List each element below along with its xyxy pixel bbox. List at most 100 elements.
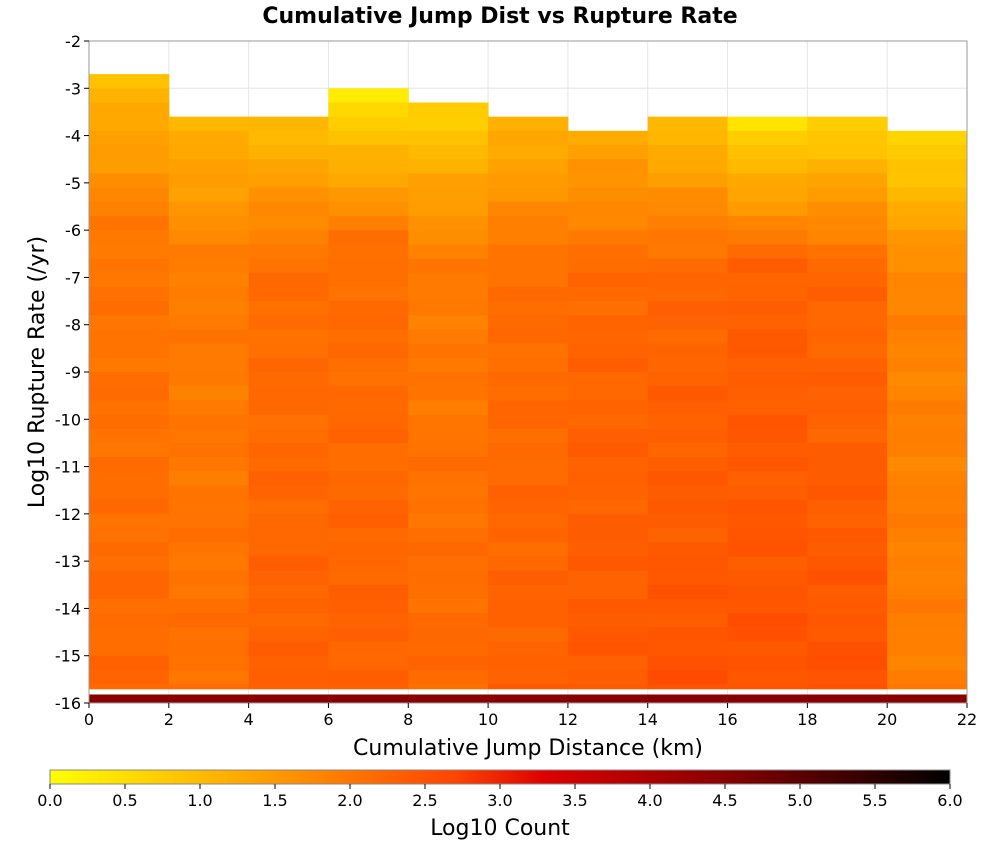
heatmap-cell	[727, 542, 808, 557]
heatmap-cell	[807, 329, 888, 345]
heatmap-cell	[727, 286, 808, 302]
heatmap-cell	[168, 485, 250, 501]
heatmap-cell	[328, 584, 409, 600]
heatmap-cell	[328, 258, 409, 274]
heatmap-cell	[567, 145, 649, 160]
heatmap-cell	[168, 301, 250, 316]
heatmap-cell	[168, 598, 250, 614]
heatmap-cell	[328, 130, 409, 146]
heatmap-cell	[168, 556, 250, 572]
heatmap-cell	[168, 130, 250, 146]
heatmap-cell	[408, 457, 489, 472]
heatmap-cell	[248, 400, 329, 416]
heatmap-cell	[727, 584, 808, 600]
heatmap-cell	[807, 684, 888, 690]
heatmap-cell	[807, 414, 888, 430]
heatmap-cell	[727, 230, 808, 245]
heatmap-cell	[488, 428, 569, 444]
heatmap-cell	[168, 145, 250, 160]
heatmap-cell	[328, 357, 409, 373]
heatmap-cell	[328, 187, 409, 203]
heatmap-cell	[647, 244, 729, 260]
heatmap-cell	[328, 400, 409, 416]
heatmap-cell	[807, 230, 888, 245]
heatmap-cell	[488, 130, 569, 146]
heatmap-cell	[89, 442, 170, 458]
heatmap-cell	[89, 457, 170, 472]
heatmap-cell	[887, 130, 968, 146]
heatmap-cell	[168, 627, 250, 643]
heatmap-cell	[89, 286, 170, 302]
heatmap-cell	[647, 400, 729, 416]
heatmap-cell	[807, 258, 888, 274]
heatmap-cell	[168, 357, 250, 373]
heatmap-cell	[168, 669, 250, 685]
heatmap-cell	[887, 187, 968, 203]
heatmap-cell	[328, 684, 409, 690]
heatmap-cell	[567, 343, 649, 359]
y-tick-label: -11	[55, 458, 81, 477]
heatmap-cell	[89, 215, 170, 231]
heatmap-cell	[887, 442, 968, 458]
heatmap-cell	[887, 215, 968, 231]
heatmap-cell	[567, 272, 649, 288]
heatmap-cell	[168, 471, 250, 486]
heatmap-cell	[168, 442, 250, 458]
heatmap-cell	[567, 258, 649, 274]
heatmap-cell	[887, 329, 968, 345]
heatmap-cell	[248, 655, 329, 671]
y-tick-label: -5	[65, 174, 81, 193]
heatmap-cell	[328, 613, 409, 628]
heatmap-cell	[727, 258, 808, 274]
heatmap-cell	[647, 272, 729, 288]
heatmap-cell	[727, 173, 808, 189]
heatmap-cell	[887, 230, 968, 245]
heatmap-cell	[408, 145, 489, 160]
heatmap-cell	[567, 329, 649, 345]
heatmap-cell	[807, 315, 888, 330]
heatmap-cell	[248, 428, 329, 444]
y-tick-label: -8	[65, 316, 81, 335]
heatmap-cell	[647, 130, 729, 146]
heatmap-cell	[168, 187, 250, 203]
y-tick-label: -10	[55, 410, 81, 429]
heatmap-cell	[887, 570, 968, 586]
heatmap-cell	[168, 272, 250, 288]
heatmap-cell	[807, 556, 888, 572]
heatmap-cell	[647, 513, 729, 529]
x-tick-label: 0	[84, 710, 94, 729]
heatmap-cell	[248, 414, 329, 430]
heatmap-cell	[647, 655, 729, 671]
heatmap-cell	[328, 201, 409, 217]
heatmap-cell	[488, 301, 569, 316]
heatmap-cell	[488, 272, 569, 288]
heatmap-cell	[647, 684, 729, 690]
heatmap-cell	[807, 485, 888, 501]
heatmap-cell	[727, 372, 808, 387]
heatmap-cell	[567, 542, 649, 557]
heatmap-cell	[89, 641, 170, 657]
x-tick-label: 12	[558, 710, 578, 729]
heatmap-cell	[647, 485, 729, 501]
heatmap-cell	[647, 584, 729, 600]
colorbar-tick-label: 2.5	[412, 791, 437, 810]
colorbar-tick-label: 4.0	[637, 791, 662, 810]
heatmap-cell	[89, 528, 170, 543]
heatmap-cell	[567, 528, 649, 543]
heatmap-cell	[328, 513, 409, 529]
heatmap-cell	[168, 400, 250, 416]
heatmap-cell	[408, 201, 489, 217]
heatmap-cell	[488, 457, 569, 472]
heatmap-cell	[727, 400, 808, 416]
x-tick-label: 22	[957, 710, 977, 729]
heatmap-cell	[807, 641, 888, 657]
heatmap-cell	[248, 130, 329, 146]
heatmap-cell	[408, 173, 489, 189]
heatmap-cell	[887, 584, 968, 600]
heatmap-cell	[647, 641, 729, 657]
heatmap-cell	[488, 258, 569, 274]
heatmap-cell	[488, 116, 569, 132]
heatmap-cell	[727, 159, 808, 174]
heatmap-cell	[567, 669, 649, 685]
heatmap-cell	[248, 343, 329, 359]
